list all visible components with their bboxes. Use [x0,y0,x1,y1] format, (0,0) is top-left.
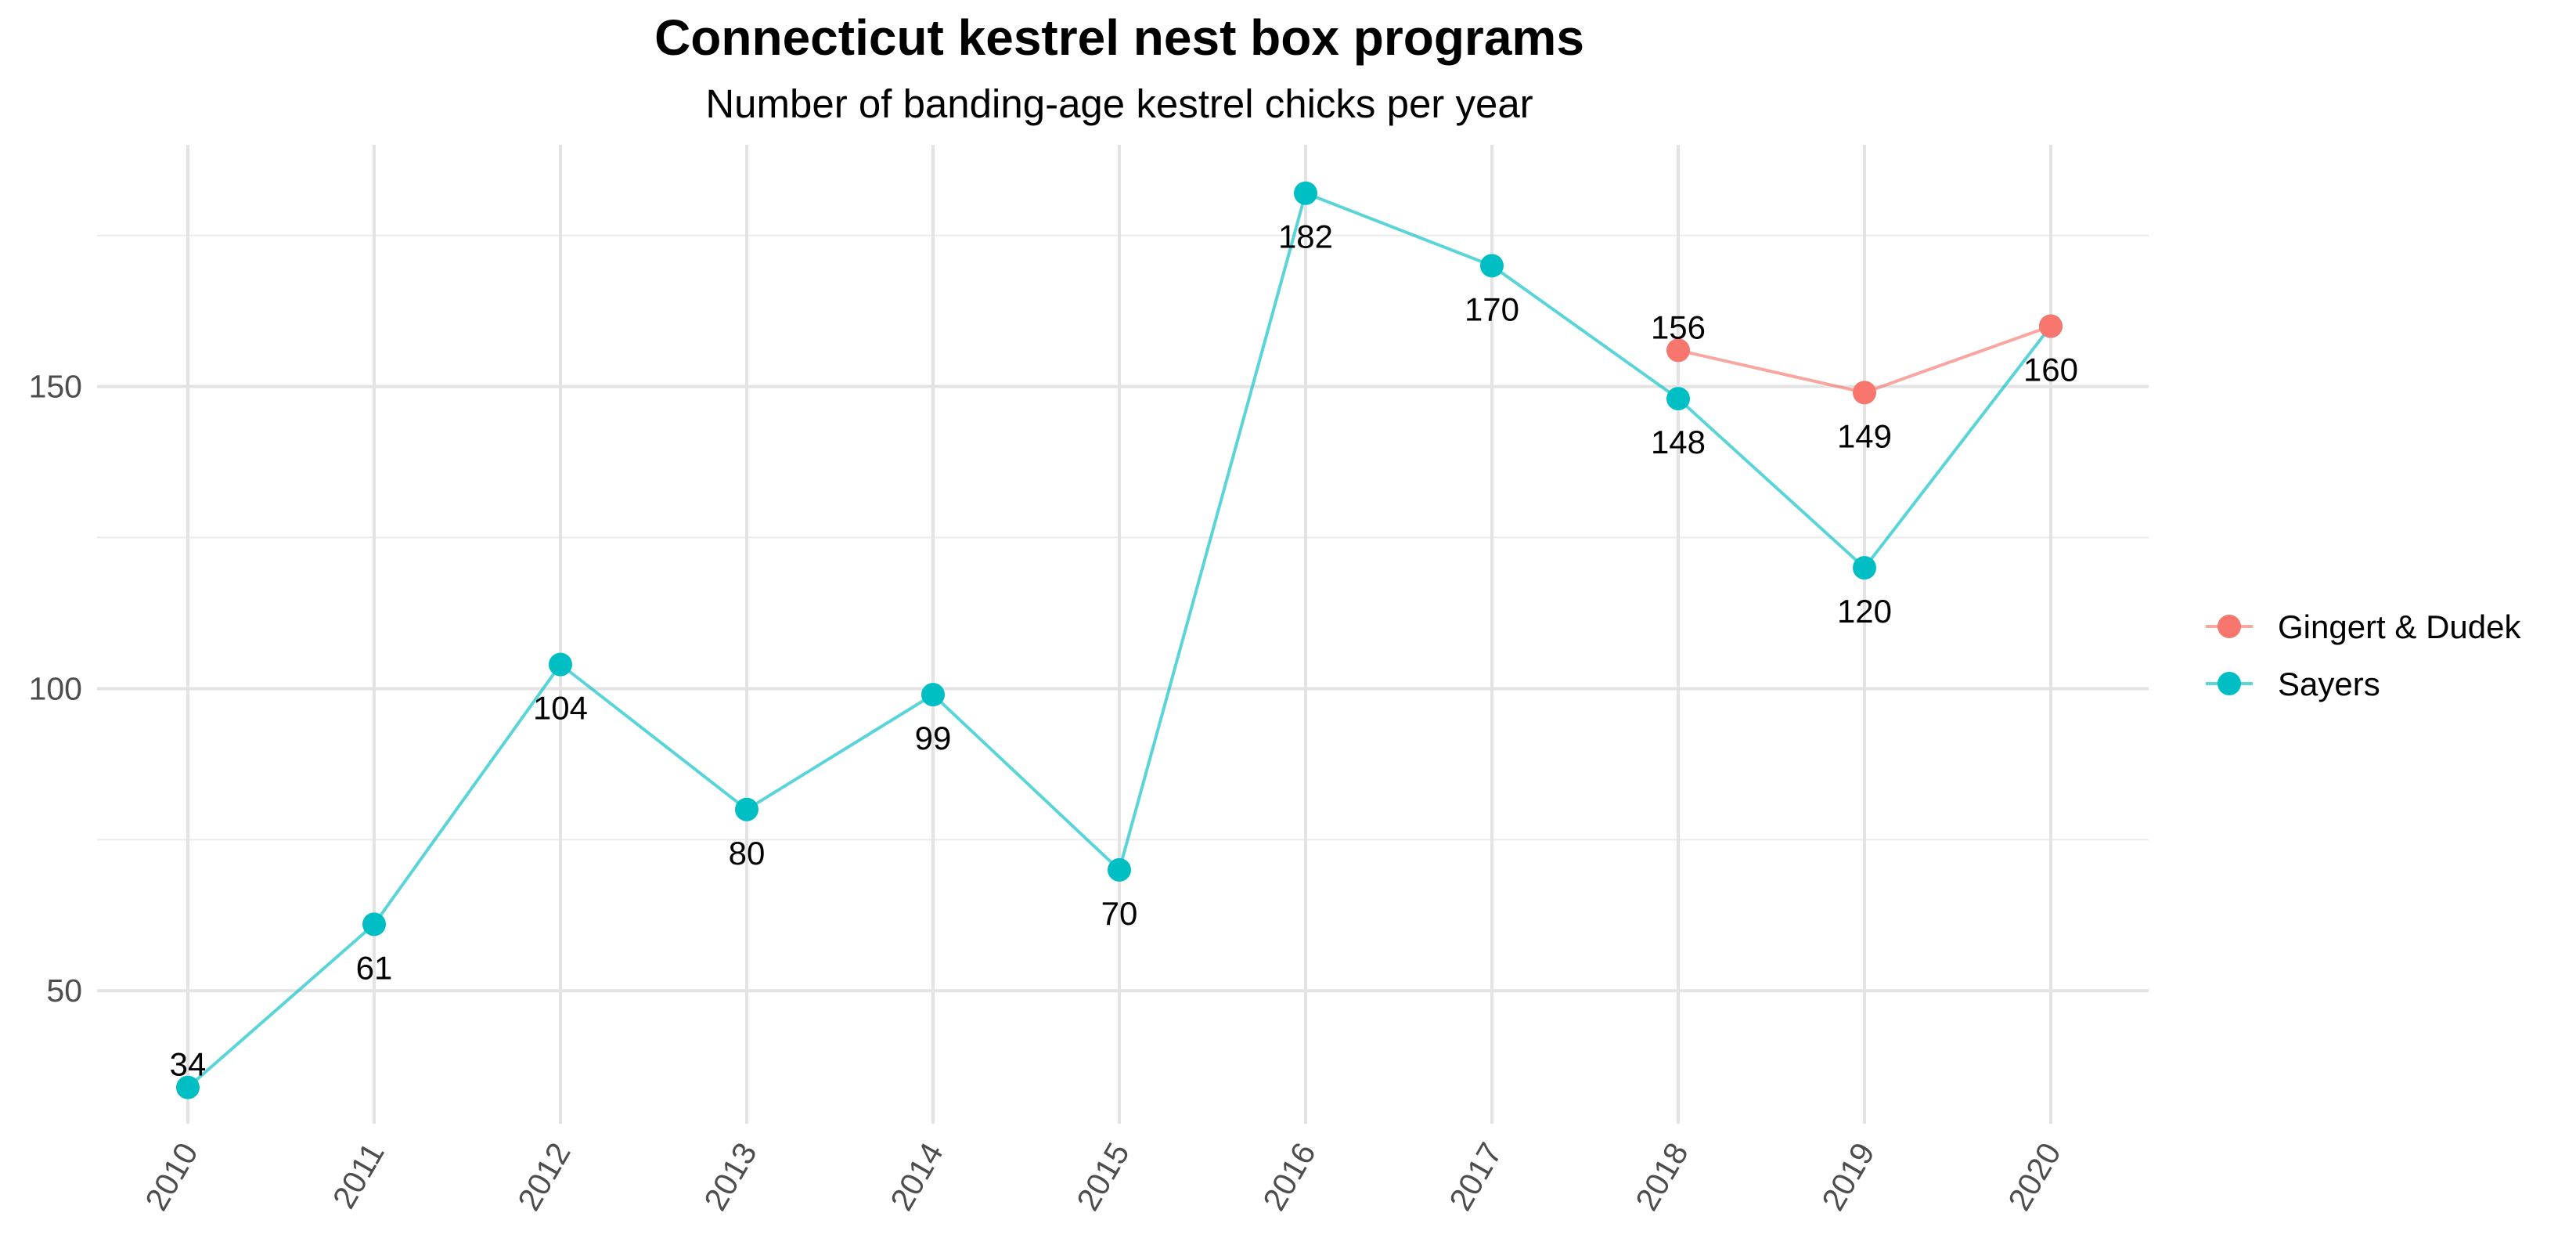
data-point [1480,254,1504,278]
data-label: 170 [1465,291,1519,327]
legend-label: Gingert & Dudek [2278,608,2521,645]
data-label: 99 [915,720,952,756]
data-point [362,912,386,937]
x-tick-label: 2013 [697,1137,763,1217]
data-point [735,797,758,821]
x-tick-label: 2020 [2001,1137,2067,1217]
data-point [1853,556,1876,580]
y-tick-label: 50 [46,973,82,1009]
legend-label: Sayers [2278,666,2380,702]
data-label: 61 [356,949,393,986]
data-point [1666,387,1690,411]
x-tick-label: 2010 [138,1137,204,1217]
data-labels: 156 149 34 61 104 80 99 70 182 170 148 120 160 [170,218,2078,1083]
x-tick-label: 2011 [326,1137,391,1214]
data-point [176,1075,200,1099]
chart-subtitle: Number of banding-age kestrel chicks per… [705,81,1533,126]
data-label: 148 [1651,424,1706,460]
data-label: 104 [533,690,588,727]
data-label: 70 [1101,895,1138,932]
data-point [1666,338,1690,363]
data-point [2039,314,2063,338]
x-tick-label: 2016 [1256,1137,1322,1217]
x-tick-label: 2012 [510,1137,577,1217]
data-point [1853,381,1876,405]
data-label: 34 [170,1046,207,1083]
data-label: 156 [1651,309,1706,345]
x-tick-label: 2015 [1069,1137,1136,1217]
series-points [176,181,2063,1099]
grid [97,145,2149,1124]
legend-marker [2218,672,2241,695]
y-tick-label: 100 [29,670,82,706]
data-label: 182 [1278,218,1333,255]
x-tick-label: 2019 [1814,1137,1881,1217]
legend: Gingert & Dudek Sayers [2206,608,2521,702]
x-tick-label: 2014 [883,1137,949,1217]
x-axis-ticks: 2010 2011 2012 2013 2014 2015 2016 2017 2018 2019… [138,1137,2067,1217]
x-tick-label: 2018 [1628,1137,1695,1217]
chart-title: Connecticut kestrel nest box programs [654,9,1584,66]
data-point [549,652,572,677]
data-label: 160 [2023,351,2078,388]
x-tick-label: 2017 [1442,1137,1508,1217]
y-tick-label: 150 [29,369,82,405]
y-axis-ticks: 50 100 150 [29,369,82,1009]
data-point [1108,857,1131,882]
data-label: 120 [1837,593,1892,630]
data-label: 80 [729,835,766,872]
legend-marker [2218,615,2241,638]
data-point [921,683,945,707]
data-label: 149 [1837,417,1892,454]
data-point [1294,181,1317,205]
